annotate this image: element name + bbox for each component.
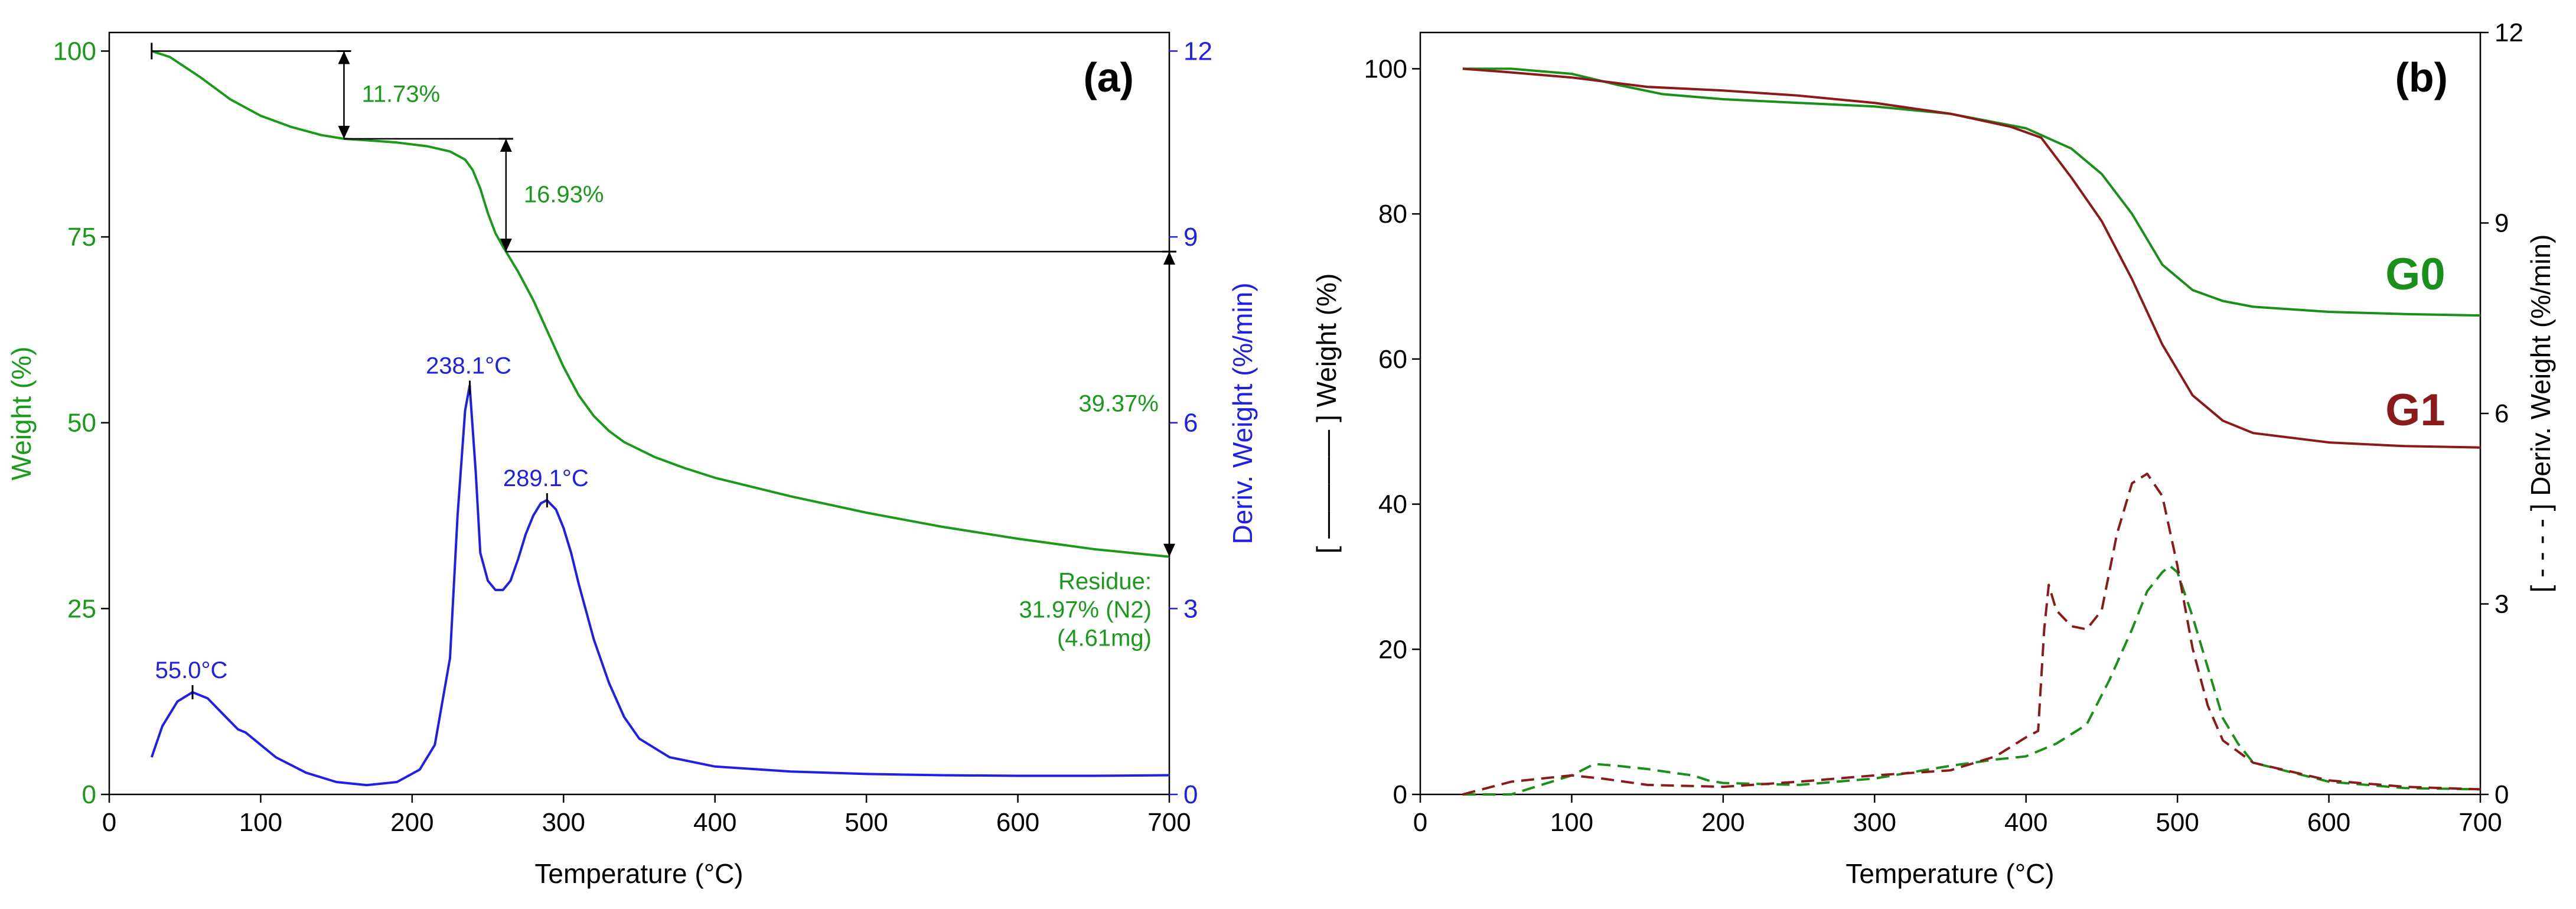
panel-b-x-tick-label: 0 xyxy=(1413,808,1427,837)
panel-a-x-tick-label: 100 xyxy=(239,808,282,837)
step-label: 11.73% xyxy=(361,82,440,107)
panel-a-y-right-tick-label: 6 xyxy=(1183,409,1198,438)
panel-b-y-right-tick-label: 0 xyxy=(2495,780,2509,809)
panel-a-y-left-tick-label: 75 xyxy=(67,223,96,252)
panel-a-y-right-tick-label: 0 xyxy=(1183,780,1198,809)
panel-a-y-right-title: Deriv. Weight (%/min) xyxy=(1227,282,1258,544)
panel-b-y-right-tick-label: 9 xyxy=(2495,209,2509,238)
panel-a-x-axis-title: Temperature (°C) xyxy=(534,858,743,889)
panel-b-x-tick-label: 500 xyxy=(2156,808,2199,837)
panel-a-series-weight xyxy=(151,50,1170,558)
step-arrow-head-down xyxy=(338,125,350,139)
residue-line: 31.97% (N2) xyxy=(1019,597,1152,623)
panel-b-x-tick-label: 600 xyxy=(2307,808,2350,837)
panel-a-x-tick-label: 400 xyxy=(693,808,736,837)
panel-b-y-right-title: [ - - - - ] Deriv. Weight (%/min) xyxy=(2525,234,2556,593)
panel-a-x-tick-label: 0 xyxy=(102,808,116,837)
panel-b-y-right-tick-label: 3 xyxy=(2495,590,2509,619)
step-arrow-head-down xyxy=(1163,543,1175,557)
panel-b-y-left-tick-label: 40 xyxy=(1378,490,1407,519)
panel-b-y-left-title: [ ———— ] Weight (%) xyxy=(1311,273,1342,554)
panel-b-x-tick-label: 300 xyxy=(1853,808,1896,837)
panel-a-y-left-tick-label: 100 xyxy=(53,37,96,66)
panel-a-frame xyxy=(108,31,1170,796)
panel-b-x-tick-label: 100 xyxy=(1550,808,1593,837)
panel-a-x-tick-label: 200 xyxy=(390,808,433,837)
panel-a-y-left-tick-label: 50 xyxy=(67,409,96,438)
panel-a-x-tick-label: 600 xyxy=(996,808,1039,837)
panel-b-y-left-tick-label: 100 xyxy=(1364,54,1407,83)
panel-a-y-right-tick-label: 9 xyxy=(1183,223,1198,252)
panel-b-y-left-tick-label: 20 xyxy=(1378,635,1407,664)
panel-a-y-right-tick-label: 3 xyxy=(1183,594,1198,623)
panel-b-frame xyxy=(1419,31,2482,796)
panel-a-y-right-tick-label: 12 xyxy=(1183,37,1212,66)
g1-label: G1 xyxy=(2385,385,2445,435)
panel-b-series-g1 xyxy=(1462,67,2481,449)
panel-a-y-left-tick-label: 0 xyxy=(82,780,96,809)
panel-b-y-left-tick-label: 0 xyxy=(1393,780,1407,809)
panel-a-y-left-tick-label: 25 xyxy=(67,594,96,623)
panel-b-series-g0 xyxy=(1462,67,2481,317)
step-arrow-head-up xyxy=(1163,252,1175,265)
peak-label: 55.0°C xyxy=(155,657,228,683)
panel-b: 0 100 200 300 400 500 600 700020406080100036912… xyxy=(1311,18,2556,889)
residue-line: Residue: xyxy=(1058,569,1152,595)
peak-label: 289.1°C xyxy=(503,465,589,491)
panel-b-x-tick-label: 700 xyxy=(2458,808,2502,837)
panel-a-series-deriv-weight xyxy=(150,384,1170,787)
panel-a-x-tick-label: 300 xyxy=(542,808,585,837)
step-arrow-head-down xyxy=(500,239,512,252)
g0-label: G0 xyxy=(2385,249,2445,299)
panel-b-label: (b) xyxy=(2395,54,2448,100)
step-arrow-head-up xyxy=(338,51,350,64)
panel-b-y-left-tick-label: 80 xyxy=(1378,200,1407,229)
residue-line: (4.61mg) xyxy=(1057,625,1152,651)
step-arrow-head-up xyxy=(500,138,512,152)
panel-b-x-tick-label: 200 xyxy=(1701,808,1744,837)
panel-a-x-tick-label: 500 xyxy=(844,808,888,837)
panel-b-x-tick-label: 400 xyxy=(2004,808,2047,837)
panel-b-y-left-tick-label: 60 xyxy=(1378,345,1407,374)
panel-b-series-g0-deriv xyxy=(1462,565,2481,796)
step-label: 16.93% xyxy=(524,181,604,207)
panel-b-y-right-tick-label: 6 xyxy=(2495,399,2509,428)
panel-b-x-axis-title: Temperature (°C) xyxy=(1845,858,2054,889)
panel-b-y-right-tick-label: 12 xyxy=(2495,18,2523,47)
panel-b-series-g1-deriv xyxy=(1462,473,2481,796)
panel-a-label: (a) xyxy=(1083,54,1134,100)
step-label: 39.37% xyxy=(1078,390,1159,416)
panel-a-x-tick-label: 700 xyxy=(1147,808,1191,837)
peak-label: 238.1°C xyxy=(426,353,511,379)
panel-a-y-left-title: Weight (%) xyxy=(6,347,37,481)
